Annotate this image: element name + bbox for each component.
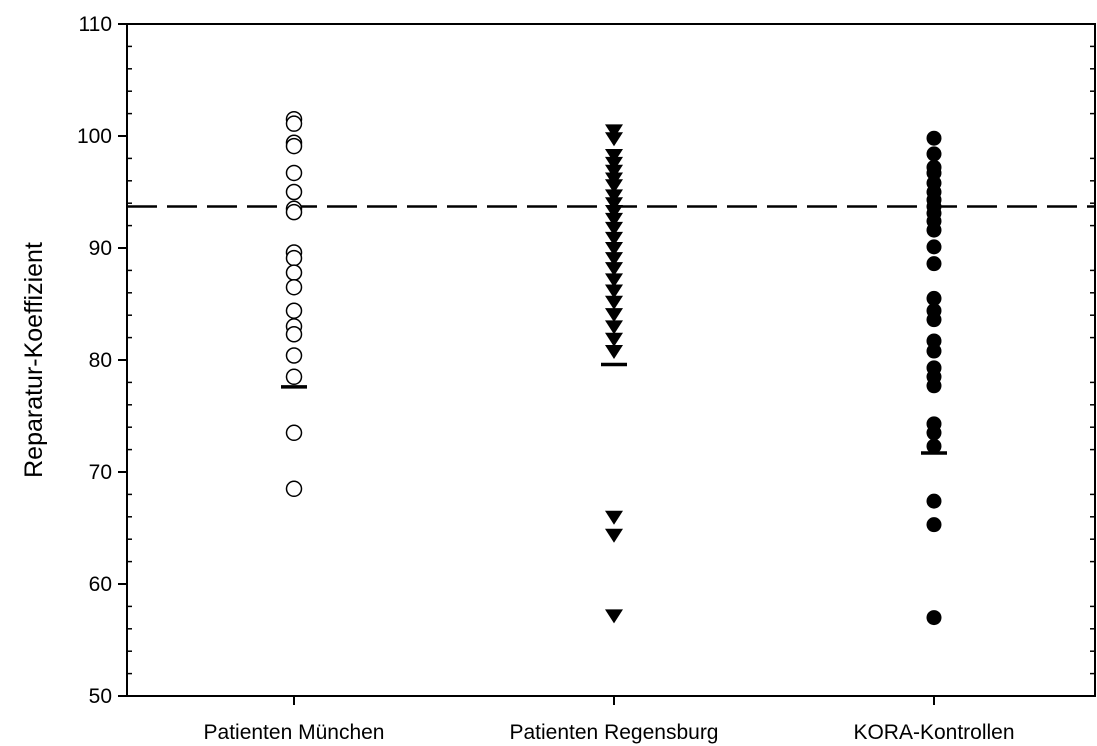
y-tick-label: 100 xyxy=(77,125,112,148)
data-point xyxy=(605,609,623,624)
data-point xyxy=(285,249,303,267)
data-point xyxy=(285,203,303,221)
y-tick-label: 110 xyxy=(79,13,112,36)
x-category-label: KORA-Kontrollen xyxy=(853,721,1014,744)
data-point xyxy=(285,183,303,201)
data-point xyxy=(605,295,623,310)
data-point xyxy=(926,256,942,272)
data-point xyxy=(926,222,942,238)
y-tick-label: 60 xyxy=(89,573,112,596)
data-point xyxy=(926,312,942,328)
data-point xyxy=(605,262,623,277)
data-point xyxy=(285,424,303,442)
data-points xyxy=(285,110,942,626)
data-point xyxy=(605,132,623,147)
y-axis-title: Reparatur-Koeffizient xyxy=(20,242,48,478)
data-point xyxy=(605,345,623,360)
y-tick-label: 80 xyxy=(89,349,112,372)
data-point xyxy=(285,278,303,296)
data-point xyxy=(285,368,303,386)
data-point xyxy=(926,378,942,394)
data-point xyxy=(605,528,623,543)
x-category-label: Patienten Regensburg xyxy=(510,721,719,744)
data-point xyxy=(605,164,623,179)
data-point xyxy=(605,252,623,267)
data-point xyxy=(605,221,623,236)
data-point xyxy=(605,308,623,323)
data-point xyxy=(605,124,623,139)
data-point xyxy=(605,231,623,246)
data-point xyxy=(605,197,623,212)
data-point xyxy=(926,438,942,454)
y-tick-label: 70 xyxy=(89,461,112,484)
y-tick-label: 50 xyxy=(89,685,112,708)
data-point xyxy=(926,610,942,626)
data-point xyxy=(285,137,303,155)
data-point xyxy=(605,212,623,227)
group-cutoff-markers xyxy=(281,362,947,455)
data-point xyxy=(605,320,623,335)
data-point xyxy=(285,264,303,281)
data-point xyxy=(285,480,303,498)
data-point xyxy=(605,273,623,288)
data-point xyxy=(605,242,623,256)
y-tick-label: 90 xyxy=(89,237,112,260)
x-axis-ticks: Patienten München Patienten Regensburg KOR… xyxy=(204,696,1015,744)
data-point xyxy=(285,164,303,182)
data-point xyxy=(926,517,942,533)
y-axis-ticks: 50 60 70 80 90 100 110 xyxy=(77,13,1095,708)
data-point xyxy=(605,179,623,194)
data-point xyxy=(926,146,942,162)
data-point xyxy=(605,510,623,525)
data-point xyxy=(285,325,303,343)
data-point xyxy=(926,343,942,359)
data-point xyxy=(285,115,303,132)
data-point xyxy=(926,425,942,441)
data-point xyxy=(605,189,623,204)
x-category-label: Patienten München xyxy=(204,721,385,744)
data-point xyxy=(926,239,942,255)
data-point xyxy=(605,156,623,171)
data-point xyxy=(605,284,623,299)
data-point xyxy=(285,302,303,319)
data-point xyxy=(285,347,303,364)
data-point xyxy=(926,493,942,509)
data-point xyxy=(605,332,623,347)
data-point xyxy=(605,205,623,220)
data-point xyxy=(605,149,623,164)
data-point xyxy=(926,130,942,146)
data-point xyxy=(926,290,942,306)
